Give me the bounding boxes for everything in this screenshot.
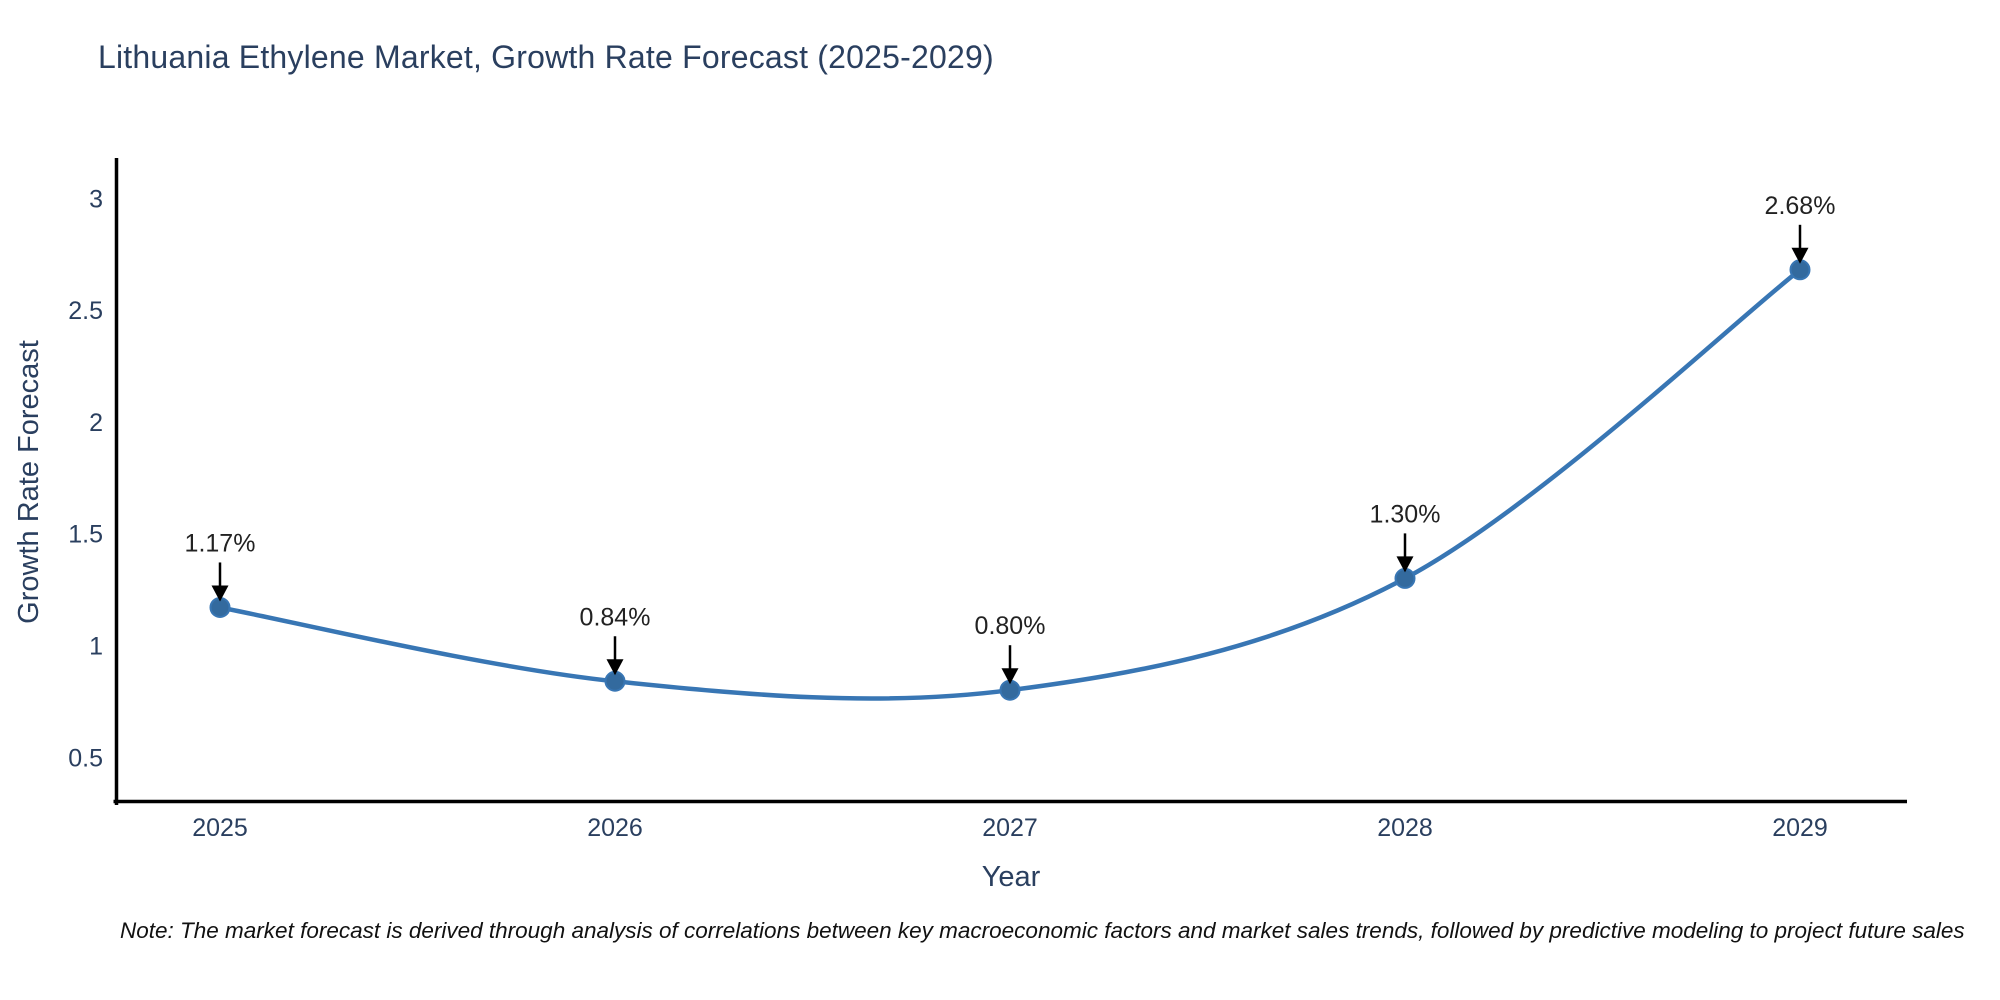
y-tick-label: 2.5 — [68, 297, 103, 325]
x-tick-label: 2026 — [587, 814, 643, 842]
point-annotation: 1.17% — [185, 529, 256, 557]
annotation-arrowhead — [1001, 668, 1019, 685]
y-tick-label: 1 — [89, 632, 103, 660]
point-annotation: 2.68% — [1765, 192, 1836, 220]
x-tick-label: 2029 — [1772, 814, 1828, 842]
y-tick-label: 2 — [89, 409, 103, 437]
annotation-arrowhead — [1791, 247, 1809, 264]
y-tick-label: 1.5 — [68, 521, 103, 549]
annotation-arrowhead — [606, 659, 624, 676]
annotation-arrowhead — [211, 585, 229, 602]
point-annotation: 0.84% — [580, 603, 651, 631]
x-tick-label: 2028 — [1377, 814, 1433, 842]
y-tick-label: 0.5 — [68, 744, 103, 772]
x-tick-label: 2027 — [982, 814, 1038, 842]
y-tick-label: 3 — [89, 185, 103, 213]
footnote-text: Note: The market forecast is derived thr… — [120, 918, 1965, 943]
chart-title: Lithuania Ethylene Market, Growth Rate F… — [98, 39, 994, 75]
x-axis-title: Year — [982, 861, 1041, 893]
y-axis-title: Growth Rate Forecast — [13, 340, 45, 624]
point-annotation: 0.80% — [975, 612, 1046, 640]
point-annotation: 1.30% — [1370, 500, 1441, 528]
x-tick-label: 2025 — [192, 814, 248, 842]
annotation-arrowhead — [1396, 556, 1414, 573]
